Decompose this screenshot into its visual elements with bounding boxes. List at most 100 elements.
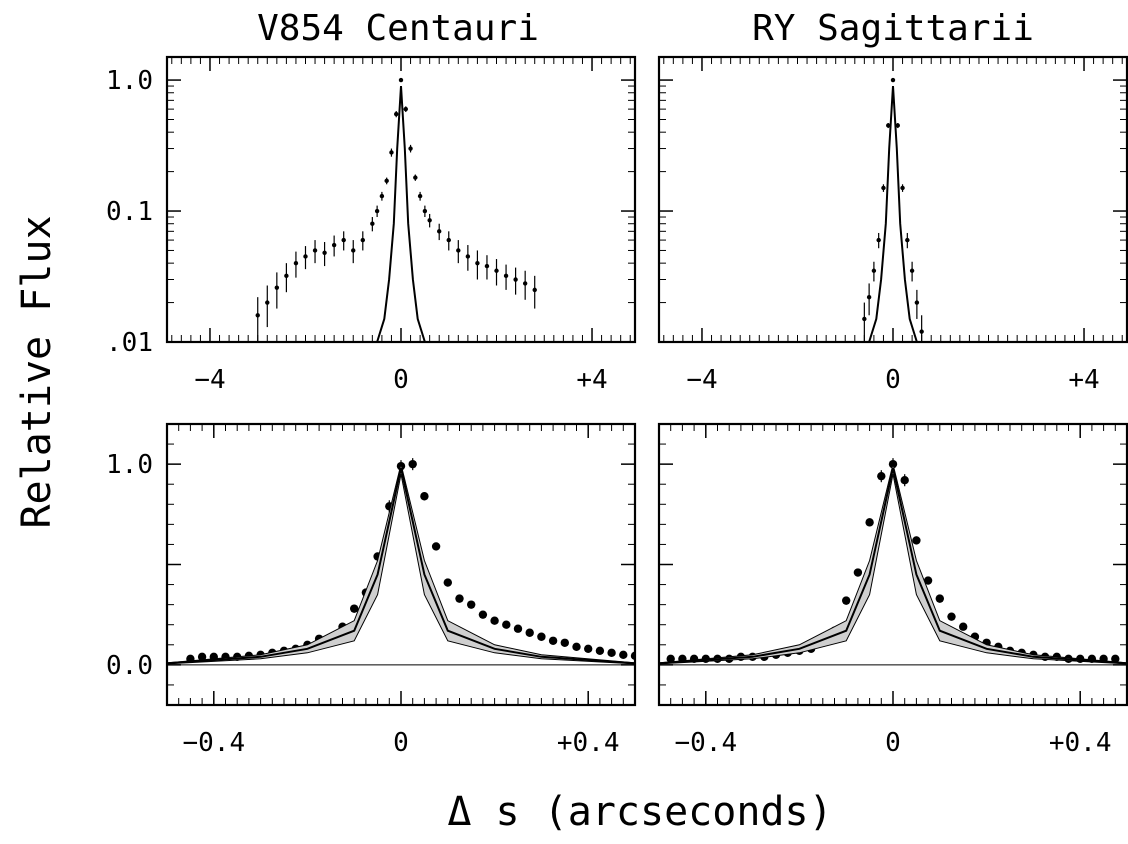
data-point: [374, 208, 380, 214]
data-point: [494, 268, 499, 273]
data-point: [360, 237, 365, 243]
x-tick-label: −0.4: [674, 728, 737, 758]
data-point: [413, 175, 418, 180]
data-point: [871, 268, 877, 273]
data-point: [619, 650, 628, 660]
x-tick-label: +4: [576, 365, 607, 395]
x-tick-label: 0: [885, 365, 901, 395]
data-point: [923, 576, 933, 585]
model-band: [167, 463, 635, 665]
data-point: [959, 622, 968, 631]
x-tick-label: 0: [393, 365, 409, 395]
x-tick-label: +0.4: [1049, 728, 1112, 758]
data-point: [437, 229, 442, 234]
data-point: [584, 644, 593, 653]
data-point: [947, 612, 956, 621]
data-point: [886, 123, 891, 128]
model-band: [659, 463, 1127, 665]
data-point: [351, 248, 356, 253]
data-point: [560, 638, 569, 647]
data-point: [284, 273, 289, 279]
data-point: [865, 518, 874, 527]
data-point: [408, 459, 417, 469]
psf-line: [376, 86, 426, 342]
data-point: [862, 316, 867, 322]
data-point: [384, 178, 389, 184]
data-point: [303, 254, 308, 259]
data-point: [666, 654, 675, 664]
panel-ry-linear: −0.4 0 +0.4: [657, 422, 1128, 758]
data-point: [443, 578, 452, 587]
data-point: [905, 237, 910, 243]
data-point: [389, 150, 394, 155]
x-axis-label: Δ s (arcseconds): [447, 789, 832, 835]
data-point: [403, 106, 408, 112]
data-point: [919, 329, 924, 334]
data-point: [490, 616, 499, 625]
psf-line: [659, 467, 1127, 665]
y-axis-label: Relative Flux: [14, 215, 60, 528]
data-point: [446, 237, 451, 243]
panel-title-v854: V854 Centauri: [257, 8, 539, 49]
data-point: [431, 542, 441, 551]
data-point: [422, 208, 428, 214]
panel-title-ry: RY Sagittarii: [752, 8, 1034, 49]
data-point: [909, 268, 915, 273]
data-point: [379, 193, 385, 199]
data-point: [503, 273, 509, 279]
plot-area: [659, 458, 1127, 666]
data-point: [455, 594, 464, 603]
y-tick-label: 1.0: [106, 450, 153, 480]
data-point: [197, 652, 207, 662]
data-point: [274, 285, 280, 290]
plot-area: [862, 77, 924, 342]
data-point: [881, 185, 886, 191]
data-point: [502, 620, 511, 629]
plot-area: [167, 458, 635, 666]
data-point: [866, 294, 872, 300]
x-tick-label: +0.4: [557, 728, 620, 758]
x-tick-label: −4: [686, 365, 717, 395]
data-point: [935, 594, 944, 603]
y-tick-label: 0.0: [106, 651, 153, 681]
data-point: [465, 254, 471, 259]
data-point: [532, 287, 537, 293]
data-point: [513, 624, 523, 633]
panel-v854-linear: −0.4 0 +0.4 0.0 1.0: [106, 422, 637, 758]
data-point: [1111, 654, 1120, 664]
data-point: [877, 471, 886, 481]
x-tick-label: −0.4: [182, 728, 245, 758]
data-point: [408, 146, 413, 151]
data-point: [548, 636, 558, 645]
panel-v854-log: −4 0 +4 .01 0.1 1.0: [106, 55, 637, 395]
x-tick-label: 0: [885, 728, 901, 758]
data-point: [513, 277, 518, 282]
data-point: [842, 596, 851, 605]
x-tick-label: −4: [194, 365, 225, 395]
data-point: [876, 237, 881, 243]
x-tick-label: 0: [393, 728, 409, 758]
plot-area: [255, 77, 537, 342]
data-point: [265, 300, 270, 305]
data-point: [537, 632, 546, 641]
data-point: [370, 221, 375, 226]
data-point: [890, 77, 896, 83]
data-point: [475, 260, 480, 266]
y-tick-label: 1.0: [106, 66, 153, 96]
data-point: [350, 604, 359, 613]
data-point: [484, 263, 490, 269]
data-point: [525, 628, 534, 637]
y-tick-label: .01: [106, 328, 153, 358]
data-point: [572, 642, 581, 651]
data-point: [456, 248, 461, 253]
data-point: [914, 300, 920, 305]
data-point: [467, 600, 476, 609]
data-point: [341, 237, 346, 243]
y-tick-label: 0.1: [106, 197, 153, 227]
data-point: [912, 536, 921, 545]
data-point: [312, 248, 318, 253]
data-point: [293, 260, 299, 266]
data-point: [255, 313, 260, 318]
data-point: [900, 476, 909, 485]
